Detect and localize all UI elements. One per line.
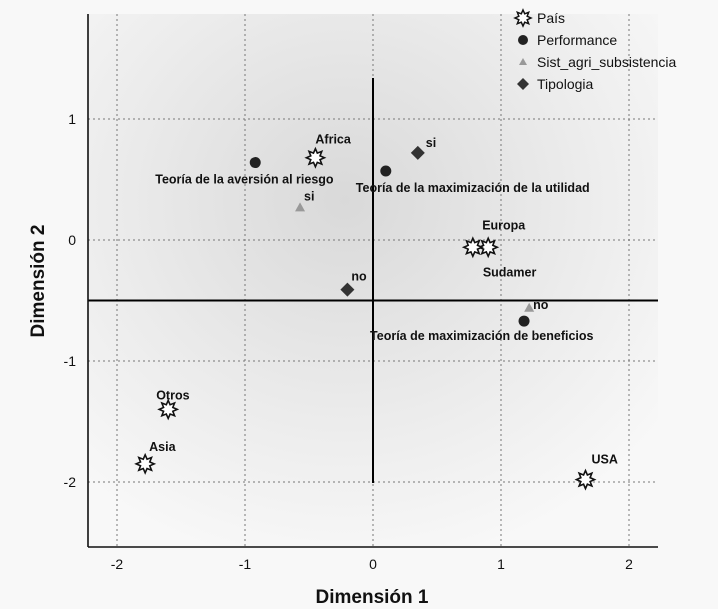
circle-marker (249, 157, 261, 169)
legend-label: Performance (537, 32, 617, 48)
legend-item: Performance (518, 32, 617, 48)
point-labels: Africa Europa Sudamer Otros Asia USA Teoría de… (149, 133, 618, 467)
y-tick-label: 0 (68, 232, 76, 248)
triangle-marker (295, 202, 306, 212)
point-label: si (426, 136, 436, 150)
point-label: Otros (156, 388, 189, 402)
diamond-marker (410, 145, 425, 160)
circle-marker (380, 165, 392, 177)
legend-circle-icon (518, 35, 528, 45)
star-marker (477, 236, 500, 259)
y-tick-labels: 1 0 -1 -2 (64, 111, 77, 490)
y-tick-label: -2 (64, 474, 77, 490)
star-marker (574, 468, 597, 491)
legend-item: Sist_agri_subsistencia (519, 54, 677, 70)
x-tick-label: -2 (111, 556, 124, 572)
star-marker (461, 236, 484, 259)
diamond-marker (340, 282, 355, 297)
circle-marker (518, 315, 530, 327)
point-label: si (304, 189, 314, 203)
y-axis-title: Dimensión 2 (28, 225, 49, 338)
point-label: USA (591, 453, 617, 467)
point-label: Africa (315, 133, 351, 147)
legend-label: Tipologia (537, 76, 594, 92)
x-tick-label: 0 (369, 556, 377, 572)
triangle-marker (524, 302, 535, 312)
star-marker (304, 146, 327, 169)
point-label: Teoría de la aversión al riesgo (155, 173, 334, 187)
point-label: Teoría de maximización de beneficios (370, 329, 593, 343)
x-axis-title: Dimensión 1 (316, 587, 429, 608)
point-label: Teoría de la maximización de la utilidad (356, 181, 590, 195)
reference-lines (88, 78, 658, 483)
legend-triangle-icon (519, 58, 527, 65)
point-label: Sudamer (483, 265, 537, 279)
legend-label: País (537, 10, 565, 26)
legend-item: Tipologia (517, 76, 594, 92)
x-tick-label: 1 (497, 556, 505, 572)
legend-diamond-icon (517, 78, 529, 90)
x-tick-label: -1 (239, 556, 252, 572)
y-tick-label: -1 (64, 353, 77, 369)
point-label: Europa (482, 218, 526, 232)
legend-label: Sist_agri_subsistencia (537, 54, 677, 70)
point-label: no (351, 270, 367, 284)
star-marker (157, 398, 180, 421)
legend: País Performance Sist_agri_subsistencia Tip… (513, 8, 677, 92)
point-label: no (533, 298, 549, 312)
point-label: Asia (149, 440, 176, 454)
star-marker (134, 452, 157, 475)
legend-item: País (513, 8, 565, 28)
y-tick-label: 1 (68, 111, 76, 127)
data-points (134, 145, 597, 491)
x-tick-label: 2 (625, 556, 633, 572)
legend-star-icon (513, 8, 533, 28)
x-tick-labels: -2 -1 0 1 2 (111, 556, 633, 572)
